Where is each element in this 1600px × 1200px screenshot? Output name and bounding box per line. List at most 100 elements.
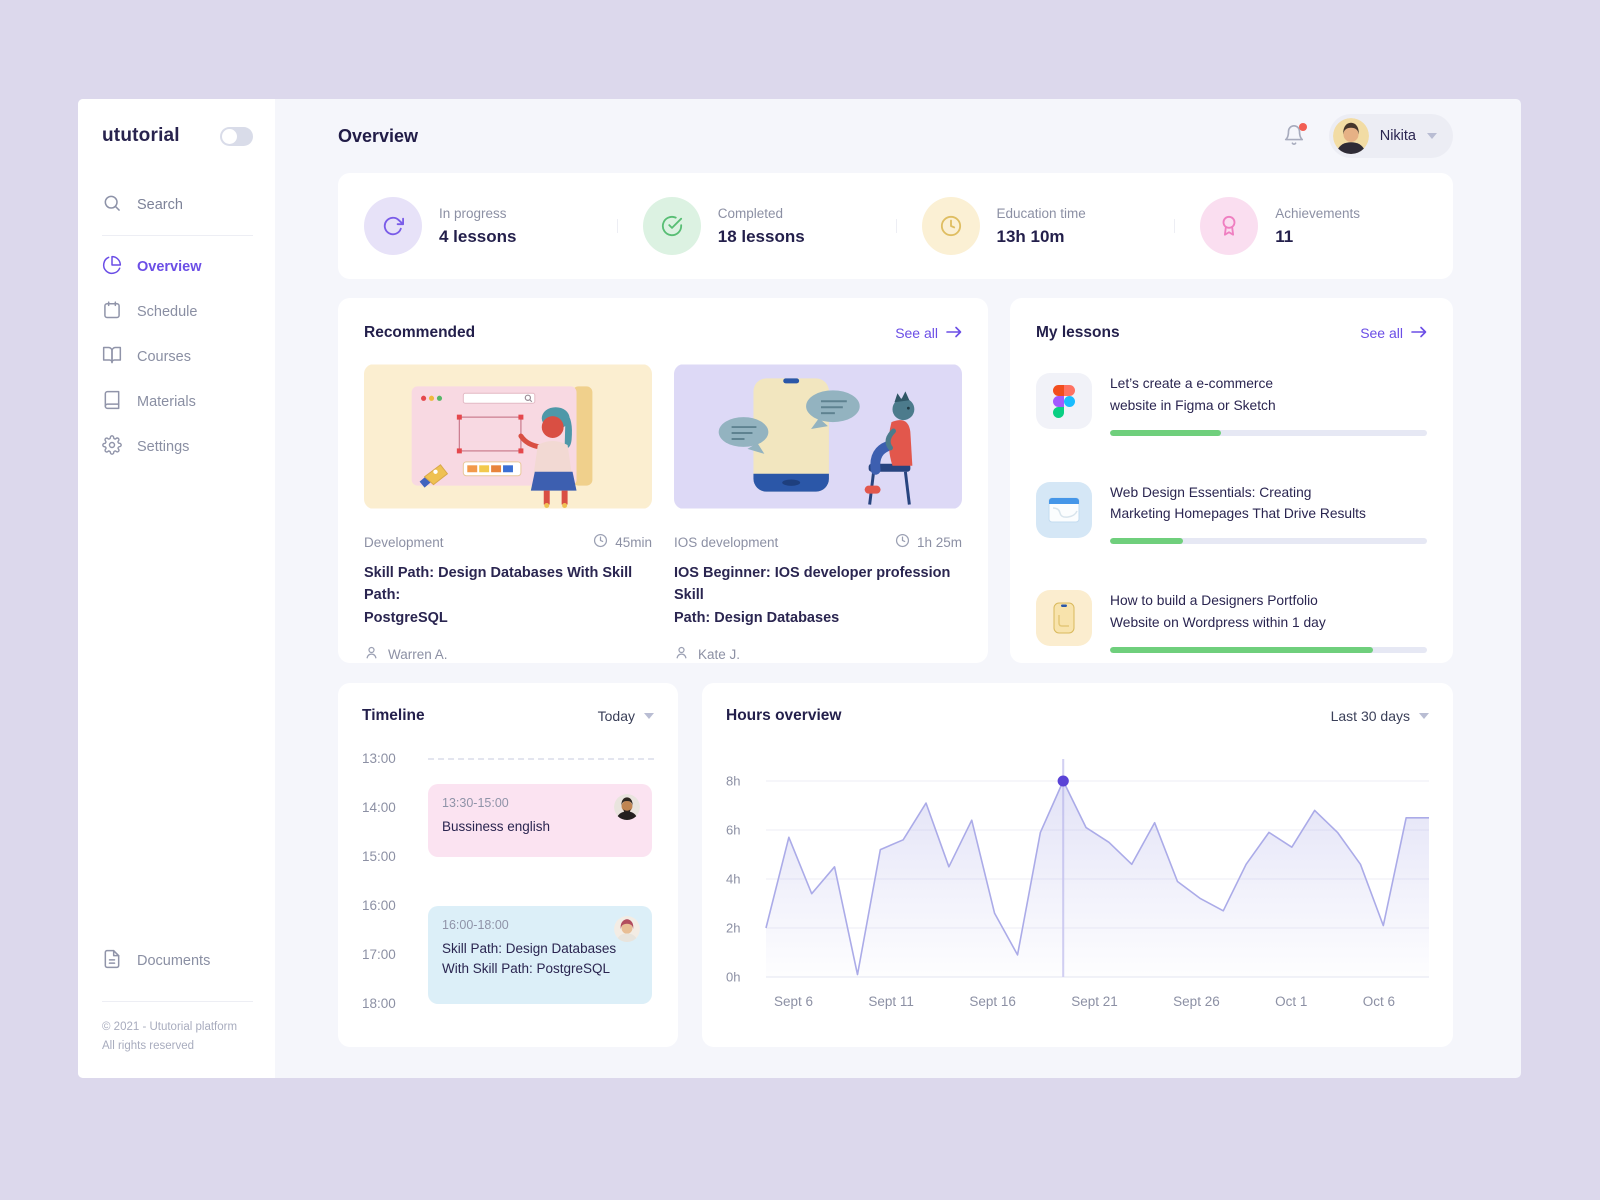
timeline-card: Timeline Today 13:00 14:00 15:00 16:00 1… — [338, 683, 678, 1047]
course-duration: 1h 25m — [895, 533, 962, 551]
app-logo: ututorial — [102, 125, 180, 146]
sidebar-item-documents[interactable]: Documents — [102, 938, 253, 983]
hours-overview-card: Hours overview Last 30 days 8h 6h 4h 2h … — [702, 683, 1453, 1047]
figma-icon — [1036, 373, 1092, 429]
course-illustration-design — [364, 364, 652, 509]
app-window: ututorial Search Overview Schedule Cours… — [78, 99, 1521, 1078]
course-duration: 45min — [593, 533, 652, 551]
lesson-item[interactable]: Web Design Essentials: Creating Marketin… — [1036, 481, 1427, 545]
lesson-title: Let’s create a e-commerce website in Fig… — [1110, 376, 1276, 413]
stat-value: 4 lessons — [439, 226, 517, 246]
stats-card: In progress 4 lessons Completed 18 lessons… — [338, 173, 1453, 279]
book-icon — [102, 390, 122, 414]
hour-label: 14:00 — [362, 800, 396, 815]
x-tick: Oct 6 — [1362, 994, 1395, 1009]
timeline-event[interactable]: 13:30-15:00 Bussiness english — [428, 783, 652, 857]
course-author: Kate J. — [674, 645, 962, 663]
course-title: IOS Beginner: IOS developer profession S… — [674, 565, 951, 626]
topbar: Overview Nikita — [338, 99, 1453, 173]
arrow-right-icon — [946, 325, 962, 341]
stat-in-progress: In progress 4 lessons — [338, 197, 617, 255]
stat-label: Education time — [996, 205, 1086, 221]
gear-icon — [102, 434, 122, 459]
y-tick: 6h — [726, 822, 741, 838]
chevron-down-icon — [1427, 133, 1437, 139]
hour-label: 17:00 — [362, 947, 396, 962]
sidebar-divider — [102, 235, 253, 236]
lesson-title: Web Design Essentials: Creating Marketin… — [1110, 484, 1366, 522]
phone-icon — [1036, 590, 1092, 647]
timeline-filter-dropdown[interactable]: Today — [598, 708, 654, 724]
stat-completed: Completed 18 lessons — [616, 197, 896, 255]
sidebar-item-courses[interactable]: Courses — [102, 334, 253, 379]
current-time-line — [428, 758, 654, 760]
chart-peak-dot — [1057, 775, 1069, 787]
calendar-icon — [102, 300, 122, 324]
sidebar-item-label: Overview — [137, 258, 202, 275]
search-icon — [102, 193, 122, 217]
recommended-title: Recommended — [364, 324, 476, 341]
progress-bar — [1110, 429, 1427, 436]
sidebar-item-materials[interactable]: Materials — [102, 379, 253, 424]
clock-icon — [593, 533, 608, 551]
chart-plot-area — [766, 759, 1429, 978]
course-author: Warren A. — [364, 645, 652, 663]
course-card[interactable]: IOS development 1h 25m IOS Beginner: IOS… — [674, 364, 962, 663]
hours-overview-title: Hours overview — [726, 707, 842, 724]
sidebar-item-settings[interactable]: Settings — [102, 424, 253, 469]
award-icon — [1200, 197, 1259, 255]
event-time: 13:30-15:00 — [442, 795, 509, 810]
timeline-event[interactable]: 16:00-18:00 Skill Path: Design Databases… — [428, 906, 652, 1004]
hours-chart: 8h 6h 4h 2h 0h — [726, 759, 1429, 985]
stat-label: Achievements — [1275, 205, 1361, 221]
hour-label: 13:00 — [362, 751, 396, 766]
refresh-icon — [364, 197, 422, 255]
hour-label: 15:00 — [362, 849, 396, 864]
person-icon — [674, 645, 689, 663]
search-button[interactable]: Search — [102, 193, 253, 217]
stat-label: In progress — [439, 205, 507, 221]
copyright-text: © 2021 - Ututorial platform All rights r… — [102, 1021, 238, 1053]
clock-icon — [921, 197, 980, 255]
timeline-title: Timeline — [362, 707, 425, 724]
chevron-down-icon — [1419, 713, 1429, 719]
sidebar-item-schedule[interactable]: Schedule — [102, 289, 253, 334]
theme-toggle[interactable] — [220, 126, 253, 146]
lesson-title: How to build a Designers Portfolio Websi… — [1110, 593, 1326, 630]
hour-label: 18:00 — [362, 996, 396, 1011]
document-icon — [102, 949, 122, 973]
search-label: Search — [137, 197, 183, 213]
sidebar-divider — [102, 1001, 253, 1003]
event-title: Bussiness english — [442, 818, 551, 834]
x-tick: Sept 16 — [969, 994, 1016, 1009]
arrow-right-icon — [1411, 325, 1427, 341]
toggle-knob — [222, 128, 237, 144]
sidebar-item-label: Settings — [137, 438, 190, 455]
stat-value: 18 lessons — [717, 226, 805, 246]
course-card[interactable]: Development 45min Skill Path: Design Dat… — [364, 364, 652, 663]
user-menu[interactable]: Nikita — [1328, 114, 1453, 158]
notifications-button[interactable] — [1283, 123, 1307, 148]
x-tick: Sept 21 — [1071, 994, 1118, 1009]
avatar — [614, 793, 640, 820]
x-tick: Sept 26 — [1173, 994, 1220, 1009]
course-category: IOS development — [674, 534, 779, 550]
my-lessons-title: My lessons — [1036, 324, 1120, 341]
sidebar-item-overview[interactable]: Overview — [102, 244, 253, 289]
sidebar-item-label: Documents — [137, 952, 211, 969]
lesson-item[interactable]: Let’s create a e-commerce website in Fig… — [1036, 373, 1427, 436]
my-lessons-card: My lessons See all Let’s create a e-comm… — [1010, 298, 1453, 663]
course-title: Skill Path: Design Databases With Skill … — [364, 565, 633, 626]
recommended-see-all-link[interactable]: See all — [895, 325, 962, 341]
sidebar-item-label: Courses — [137, 348, 191, 365]
person-icon — [364, 645, 379, 663]
stat-label: Completed — [717, 205, 784, 221]
stat-value: 13h 10m — [996, 226, 1065, 246]
recommended-card: Recommended See all — [338, 298, 988, 663]
lesson-item[interactable]: How to build a Designers Portfolio Websi… — [1036, 590, 1427, 653]
course-category: Development — [364, 534, 444, 550]
my-lessons-see-all-link[interactable]: See all — [1360, 325, 1427, 341]
pie-chart-icon — [102, 255, 122, 279]
hours-filter-dropdown[interactable]: Last 30 days — [1331, 708, 1429, 724]
progress-bar — [1110, 538, 1427, 545]
